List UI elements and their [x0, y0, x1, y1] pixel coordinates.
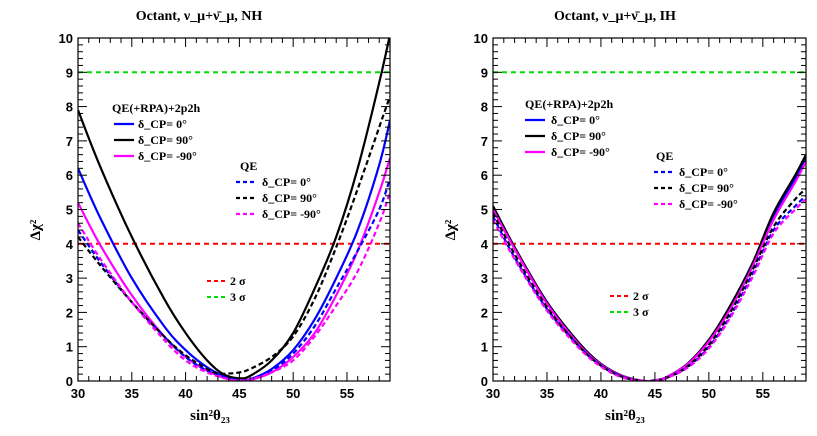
series-line-4	[78, 95, 390, 375]
plot-frame	[492, 37, 807, 382]
y-tick-label: 9	[481, 65, 488, 80]
y-tick-label: 9	[66, 65, 73, 80]
x-tick-label: 35	[540, 386, 554, 401]
series-line-1	[78, 38, 390, 380]
legend-entry-label: δ_CP= -90°	[679, 197, 738, 211]
y-tick-label: 4	[481, 237, 489, 252]
x-tick-label: 55	[756, 386, 770, 401]
chart-ih: Octant, ν_μ+ν̄_μ, IH 30 35 40 45 50 550123456…	[443, 9, 807, 424]
y-tick-label: 6	[481, 168, 488, 183]
y-tick-label: 3	[66, 271, 73, 286]
y-tick-label: 5	[481, 203, 488, 218]
series-line-4	[493, 188, 806, 381]
series-line-5	[78, 191, 390, 381]
y-axis-label: Δχ²	[443, 219, 459, 240]
x-tick-label: 50	[702, 386, 716, 401]
legend-entry-label: δ_CP= -90°	[262, 207, 321, 221]
x-axis-label: sin²θ₂₃	[605, 408, 645, 424]
x-tick-label: 40	[178, 386, 192, 401]
y-tick-label: 4	[66, 237, 74, 252]
sigma-legend-label: 3 σ	[230, 290, 246, 304]
chart-nh: Octant, ν_μ+ν̄_μ, NH 30 35 40 45 50 550123456…	[28, 9, 391, 424]
series-line-0	[78, 120, 390, 381]
y-tick-label: 5	[66, 203, 73, 218]
x-axis-label: sin²θ₂₃	[190, 408, 230, 424]
legend-entry-label: δ_CP= 90°	[551, 129, 606, 143]
y-tick-label: 1	[66, 340, 73, 355]
series-line-0	[493, 157, 806, 381]
x-tick-label: 40	[594, 386, 608, 401]
series-line-1	[493, 154, 806, 381]
y-tick-label: 10	[59, 31, 73, 46]
chart-title: Octant, ν_μ+ν̄_μ, IH	[554, 9, 676, 24]
legend-header: QE	[240, 159, 257, 173]
y-tick-label: 7	[481, 134, 488, 149]
y-axis-label: Δχ²	[28, 219, 44, 240]
y-tick-label: 8	[66, 100, 73, 115]
legend-entry-label: δ_CP= 90°	[138, 133, 193, 147]
legend-entry-label: δ_CP= 90°	[262, 191, 317, 205]
x-tick-label: 30	[486, 386, 500, 401]
plot-frame	[77, 37, 391, 382]
x-tick-label: 45	[648, 386, 662, 401]
y-tick-label: 0	[481, 374, 488, 389]
series-line-2	[493, 160, 806, 381]
legend-entry-label: δ_CP= -90°	[138, 149, 197, 163]
y-tick-label: 6	[66, 168, 73, 183]
legend-entry-label: δ_CP= 0°	[262, 175, 311, 189]
series-line-2	[78, 157, 390, 381]
legend-entry-label: δ_CP= 0°	[551, 113, 600, 127]
y-tick-label: 1	[481, 340, 488, 355]
sigma-legend-label: 2 σ	[230, 274, 246, 288]
sigma-legend-label: 2 σ	[633, 289, 649, 303]
series-line-5	[493, 198, 806, 381]
plot-area: 30 35 40 45 50 55012345678910QE(+RPA)+2p2hδ_C…	[59, 31, 391, 401]
x-tick-label: 35	[125, 386, 139, 401]
y-tick-label: 10	[474, 31, 488, 46]
x-tick-label: 45	[232, 386, 246, 401]
legend-entry-label: δ_CP= 0°	[138, 117, 187, 131]
y-tick-label: 3	[481, 271, 488, 286]
legend-header: QE(+RPA)+2p2h	[525, 97, 613, 111]
y-tick-label: 7	[66, 134, 73, 149]
y-tick-label: 2	[481, 305, 488, 320]
plot-area: 30 35 40 45 50 55012345678910QE(+RPA)+2p2hδ_C…	[474, 31, 807, 401]
x-tick-label: 55	[340, 386, 354, 401]
x-tick-label: 50	[286, 386, 300, 401]
legend-header: QE(+RPA)+2p2h	[112, 101, 200, 115]
y-tick-label: 0	[66, 374, 73, 389]
y-tick-label: 2	[66, 305, 73, 320]
x-tick-label: 30	[71, 386, 85, 401]
legend-entry-label: δ_CP= 0°	[679, 165, 728, 179]
y-tick-label: 8	[481, 100, 488, 115]
legend-entry-label: δ_CP= 90°	[679, 181, 734, 195]
series-line-3	[78, 178, 390, 381]
sigma-legend-label: 3 σ	[633, 305, 649, 319]
series-line-3	[493, 194, 806, 381]
legend-entry-label: δ_CP= -90°	[551, 145, 610, 159]
legend-header: QE	[656, 149, 673, 163]
chart-title: Octant, ν_μ+ν̄_μ, NH	[136, 9, 263, 24]
